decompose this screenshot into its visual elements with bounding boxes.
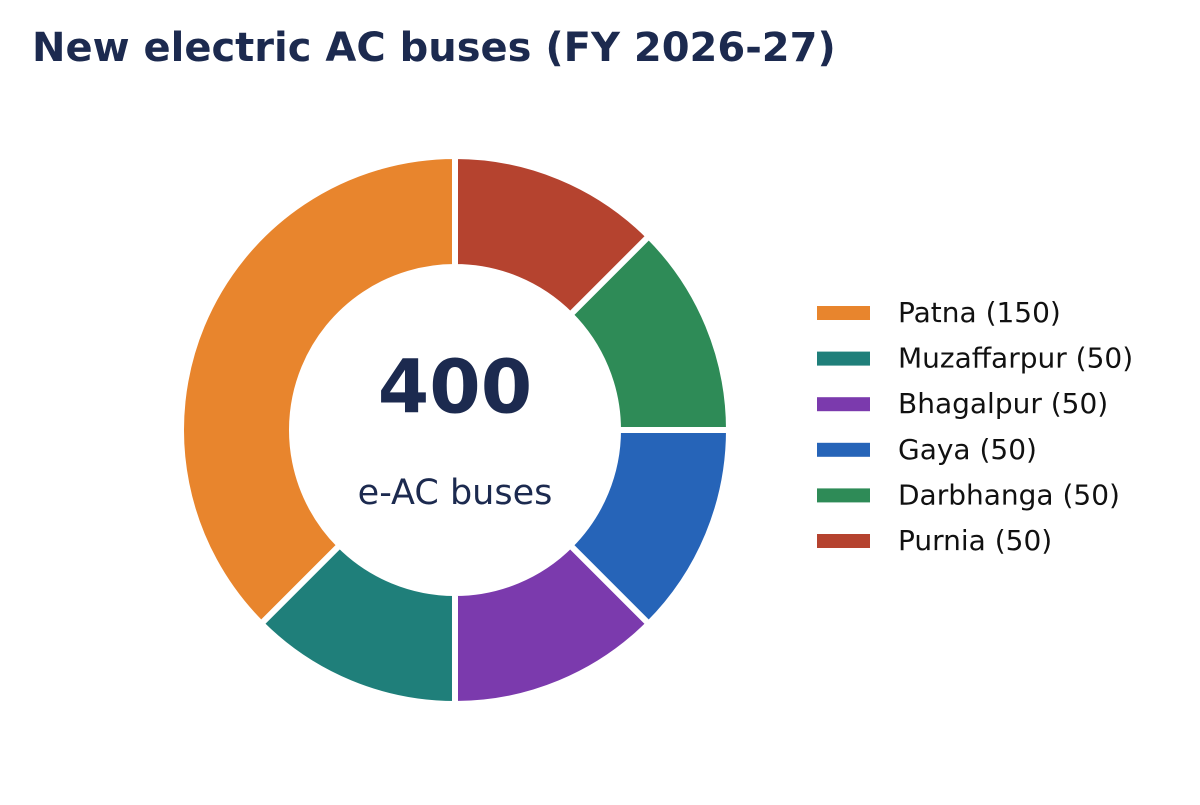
donut-slice — [178, 152, 458, 628]
legend-label: Bhagalpur (50) — [898, 387, 1108, 420]
legend-label: Muzaffarpur (50) — [898, 342, 1133, 375]
legend-swatch — [817, 397, 870, 412]
legend-label: Purnia (50) — [898, 524, 1052, 557]
chart-title: New electric AC buses (FY 2026-27) — [32, 25, 836, 71]
center-value: 400 — [378, 345, 532, 431]
legend-swatch — [817, 534, 870, 548]
legend-swatch — [817, 442, 870, 457]
legend-swatch — [817, 306, 870, 320]
legend-swatch — [817, 351, 870, 366]
center-label: e-AC buses — [358, 473, 553, 513]
legend-label: Gaya (50) — [898, 433, 1037, 466]
legend-swatch — [817, 488, 870, 503]
donut-slice — [452, 152, 653, 319]
legend-label: Patna (150) — [898, 296, 1061, 329]
legend-label: Darbhanga (50) — [898, 478, 1120, 511]
